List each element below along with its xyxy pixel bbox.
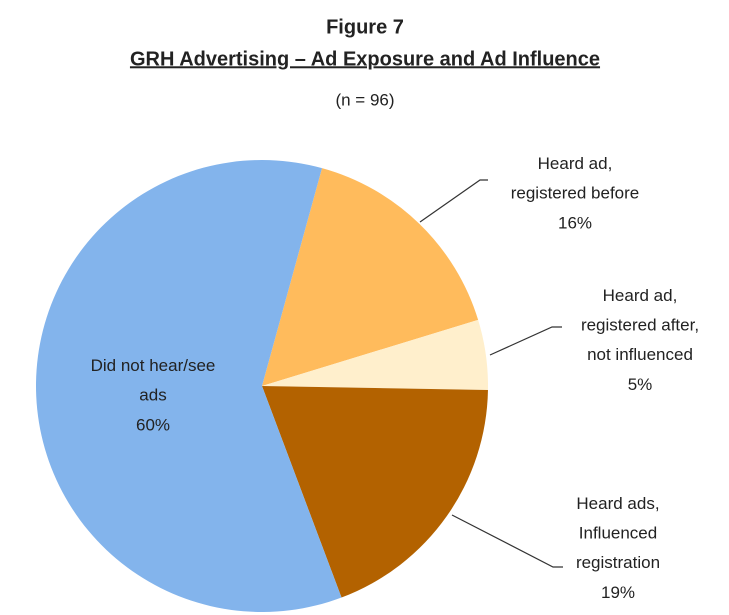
pie-slice bbox=[262, 386, 488, 598]
value-label: 16% bbox=[558, 213, 592, 232]
chart-title: Figure 7 bbox=[326, 16, 404, 38]
slice-label: Did not hear/see ads bbox=[91, 356, 216, 405]
value-label: 19% bbox=[601, 583, 635, 602]
slice-label: Heard ad, registered after, not influenced bbox=[581, 286, 699, 364]
leader-line bbox=[419, 179, 488, 223]
pie-slice bbox=[262, 319, 488, 390]
value-label: 60% bbox=[136, 415, 170, 434]
chart-subtitle: GRH Advertising – Ad Exposure and Ad Inf… bbox=[130, 48, 600, 70]
slice-label: Heard ad, registered before bbox=[511, 154, 640, 203]
pie-slice bbox=[35, 159, 342, 613]
pie-slice bbox=[262, 168, 479, 386]
leader-line bbox=[451, 514, 563, 568]
value-label: 5% bbox=[628, 375, 653, 394]
leader-line bbox=[489, 326, 562, 356]
slice-label: Heard ads, Influenced registration bbox=[576, 494, 660, 572]
sample-note: (n = 96) bbox=[335, 90, 394, 109]
